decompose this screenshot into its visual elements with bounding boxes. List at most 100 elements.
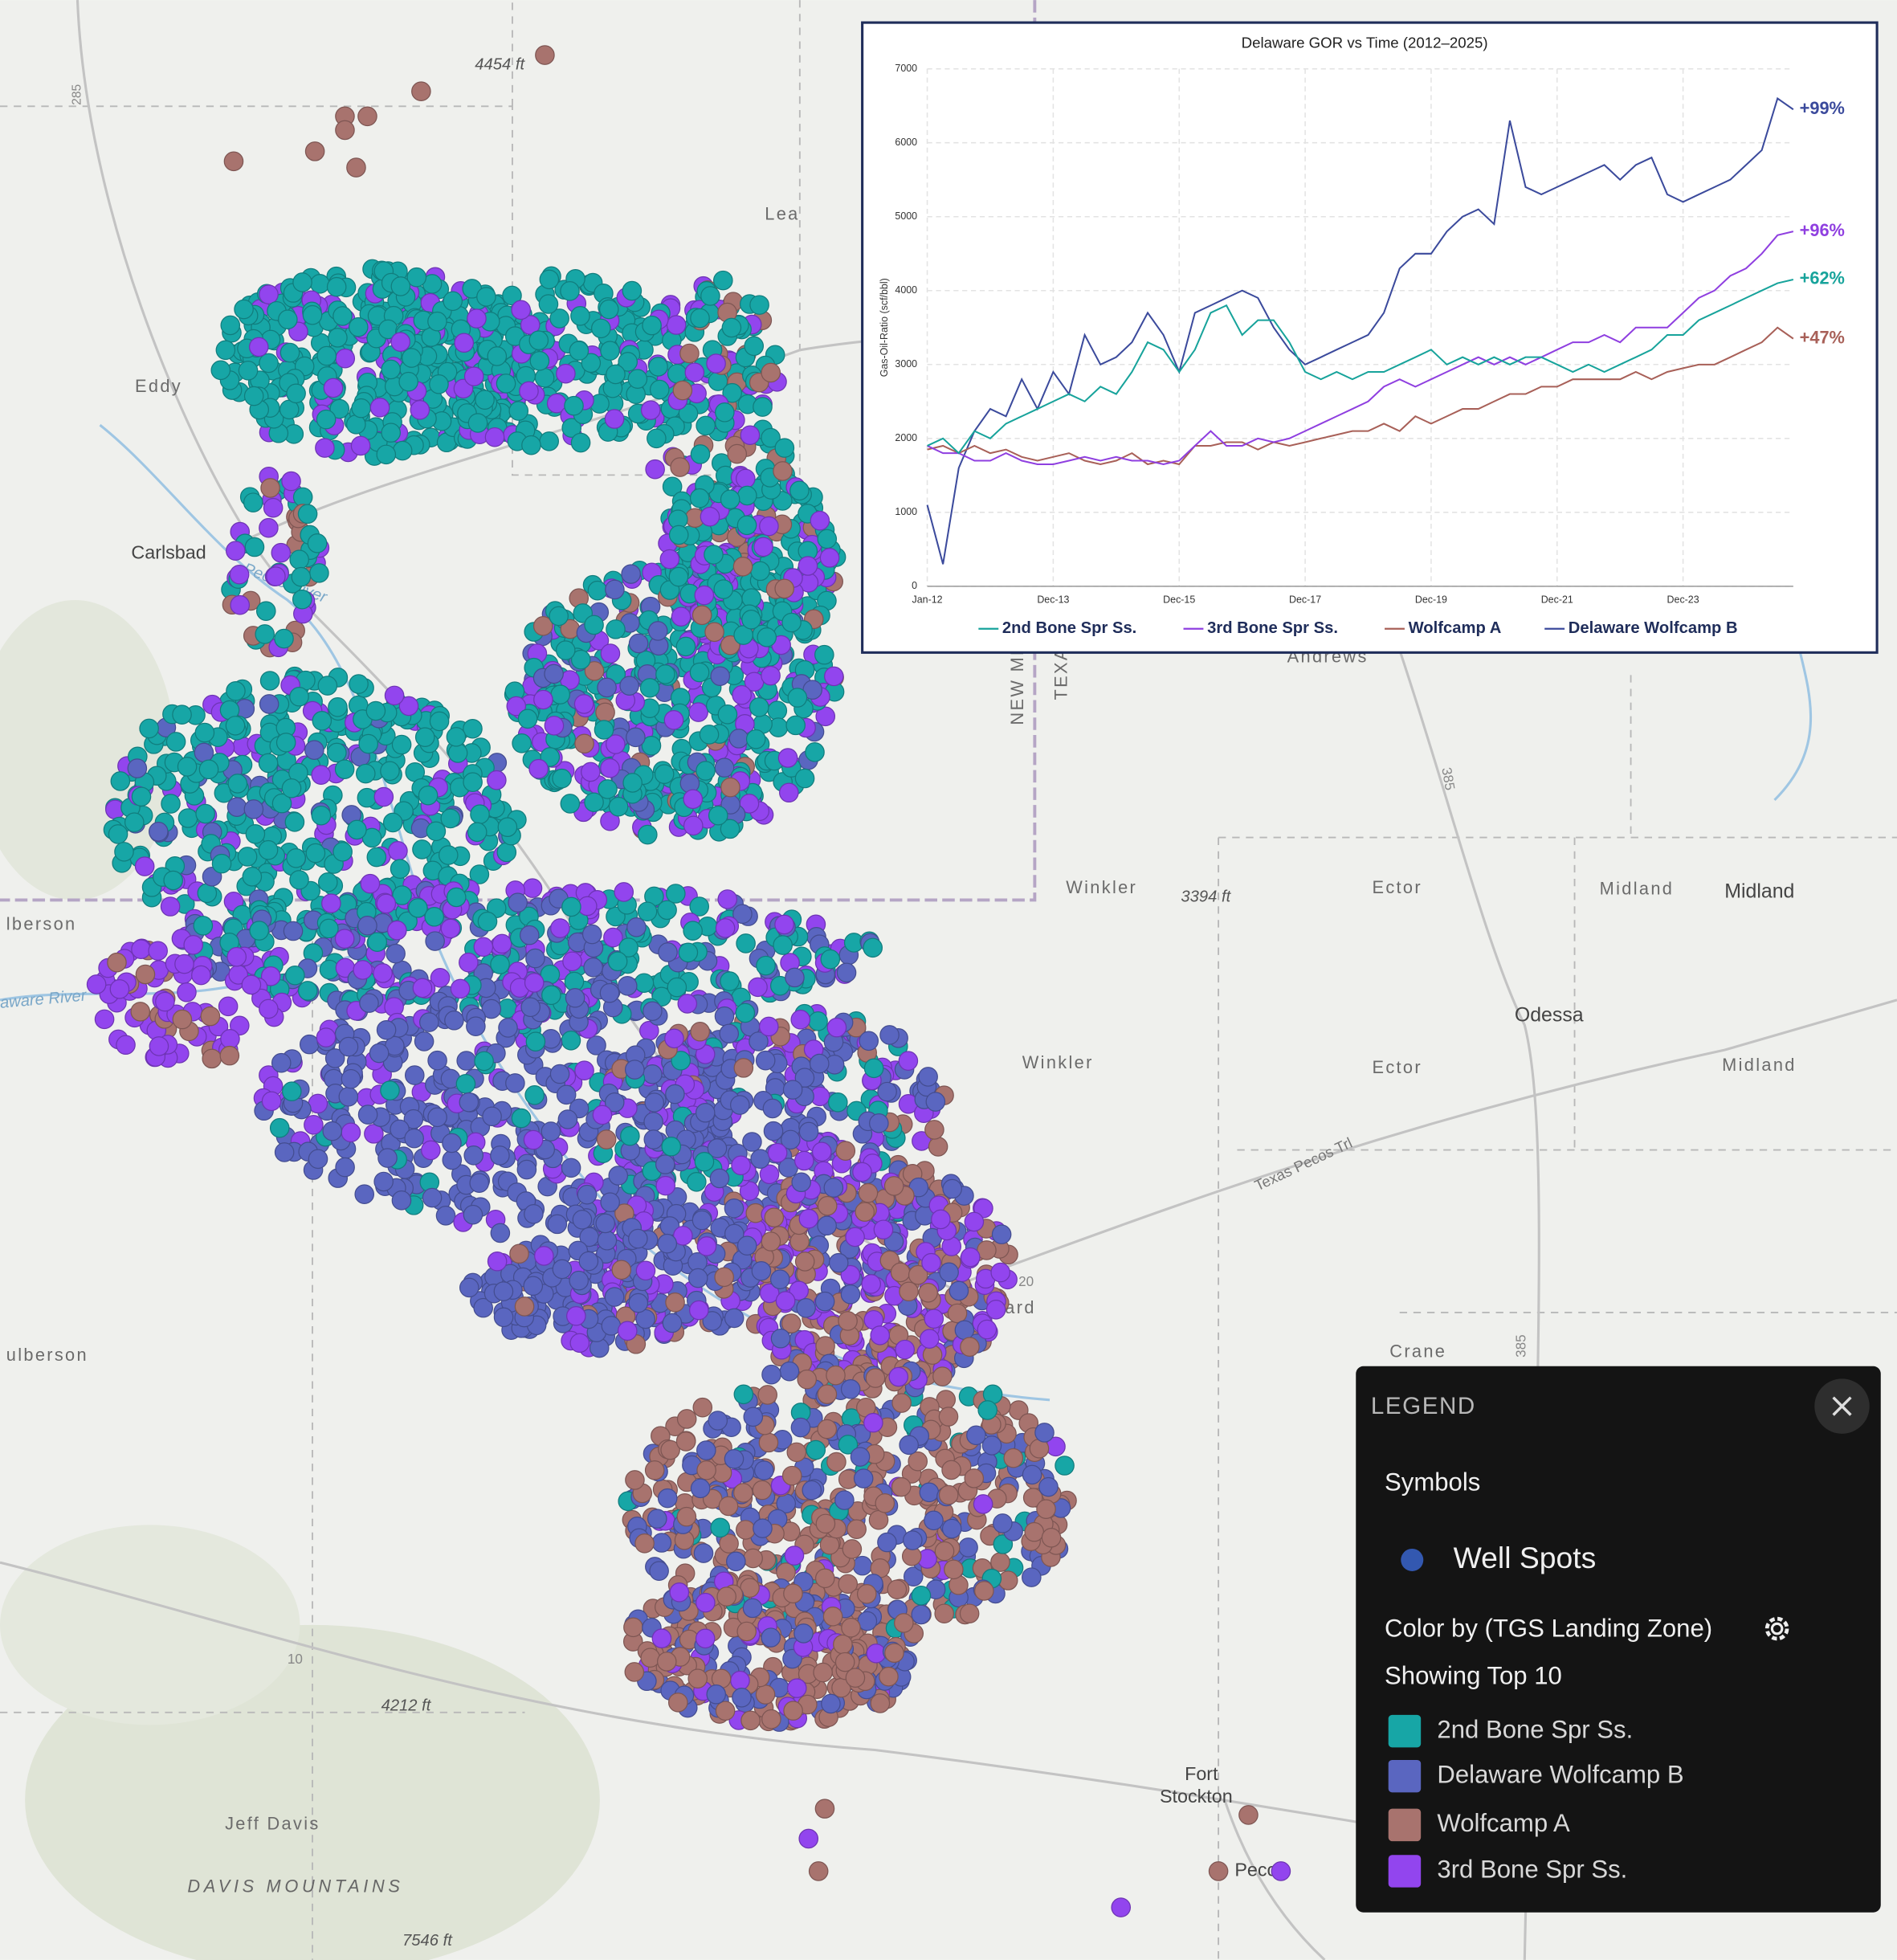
- elevation-label: 4212 ft: [381, 1697, 432, 1714]
- well-spot: [446, 887, 467, 908]
- well-spot: [622, 773, 643, 793]
- well-spot: [838, 1311, 858, 1331]
- well-spot: [706, 353, 726, 374]
- well-spot: [783, 1701, 803, 1721]
- well-spot: [438, 845, 459, 865]
- well-spot: [619, 676, 639, 696]
- well-spot: [197, 883, 218, 904]
- close-button[interactable]: [1814, 1378, 1870, 1434]
- well-spot: [938, 1484, 959, 1505]
- well-spot: [302, 304, 323, 325]
- well-spot: [539, 269, 560, 290]
- well-spot: [658, 942, 678, 962]
- well-spot: [828, 1092, 848, 1113]
- well-spot: [754, 1460, 774, 1480]
- well-spot: [544, 664, 564, 684]
- well-spot: [297, 504, 318, 525]
- well-spot: [529, 351, 550, 371]
- well-spot: [932, 1366, 953, 1386]
- legend-label: Delaware Wolfcamp B: [1437, 1760, 1683, 1788]
- well-spot: [624, 1662, 645, 1682]
- well-spot: [1034, 1423, 1055, 1443]
- well-spot: [566, 1305, 586, 1326]
- well-spot: [348, 316, 369, 337]
- well-spot: [487, 346, 508, 366]
- well-spot: [229, 564, 250, 585]
- well-spot: [786, 1442, 807, 1463]
- well-spot: [604, 409, 625, 429]
- well-spot: [898, 1051, 919, 1071]
- well-spot: [574, 733, 594, 754]
- well-spot: [736, 933, 756, 953]
- well-spot: [761, 1709, 781, 1729]
- well-spot: [657, 1233, 678, 1254]
- well-spot: [664, 1028, 684, 1049]
- well-spot: [418, 785, 439, 806]
- well-spot: [617, 1321, 638, 1341]
- well-spot: [107, 952, 127, 973]
- well-spot: [730, 1670, 750, 1691]
- well-spot: [793, 1150, 814, 1171]
- well-spot: [219, 1045, 240, 1066]
- well-spot: [321, 893, 341, 913]
- well-spot: [791, 1172, 811, 1193]
- well-spot: [271, 793, 292, 814]
- well-spot: [819, 548, 840, 568]
- well-spot: [94, 1009, 115, 1030]
- well-spot: [429, 374, 449, 394]
- road-shield: 10: [288, 1652, 303, 1667]
- well-spot: [891, 1476, 912, 1497]
- well-spot: [741, 609, 761, 630]
- well-spot: [817, 529, 838, 549]
- well-spot: [202, 1048, 222, 1069]
- well-spot: [463, 772, 483, 792]
- well-spot: [649, 379, 670, 400]
- well-spot: [740, 425, 761, 446]
- well-spot: [425, 931, 445, 951]
- well-spot: [346, 157, 366, 178]
- well-spot: [258, 753, 279, 774]
- well-spot: [651, 1533, 672, 1553]
- well-spot: [556, 1084, 577, 1105]
- well-spot: [463, 1204, 483, 1225]
- well-spot: [696, 1236, 717, 1256]
- well-spot: [259, 284, 279, 304]
- well-spot: [311, 765, 332, 785]
- well-spot: [850, 1447, 871, 1467]
- well-spot: [696, 415, 716, 436]
- well-spot: [426, 821, 447, 842]
- well-spot: [172, 1009, 193, 1030]
- well-spot: [774, 438, 795, 458]
- well-spot: [870, 1325, 891, 1345]
- well-spot: [824, 666, 844, 687]
- legend-section: Color by (TGS Landing Zone): [1385, 1614, 1712, 1642]
- well-spot: [492, 933, 512, 954]
- well-spot: [704, 545, 724, 565]
- city-label: Odessa: [1515, 1004, 1584, 1027]
- well-spot: [743, 1548, 763, 1569]
- well-spot: [797, 1369, 817, 1390]
- well-spot: [911, 1586, 932, 1606]
- well-spot: [599, 982, 620, 1003]
- well-spot: [750, 1149, 770, 1169]
- city-label: Carlsbad: [131, 542, 206, 563]
- county-label: Jeff Davis: [225, 1814, 320, 1834]
- well-spot: [640, 1648, 661, 1668]
- well-spot: [802, 1480, 822, 1501]
- well-spot: [683, 921, 703, 941]
- well-spot: [621, 564, 641, 584]
- well-spot: [814, 1568, 835, 1589]
- well-spot: [809, 1053, 830, 1074]
- well-spot: [454, 333, 475, 353]
- well-spot: [547, 1214, 568, 1235]
- well-spot: [847, 1519, 867, 1539]
- well-spot: [758, 1016, 779, 1037]
- well-spot: [319, 918, 339, 939]
- well-spot: [959, 1603, 980, 1624]
- well-spot: [704, 622, 724, 643]
- well-spot: [883, 1176, 904, 1196]
- well-spot: [516, 1159, 537, 1180]
- well-spot: [584, 615, 604, 635]
- well-spot: [338, 1036, 359, 1057]
- well-spot: [514, 1296, 535, 1317]
